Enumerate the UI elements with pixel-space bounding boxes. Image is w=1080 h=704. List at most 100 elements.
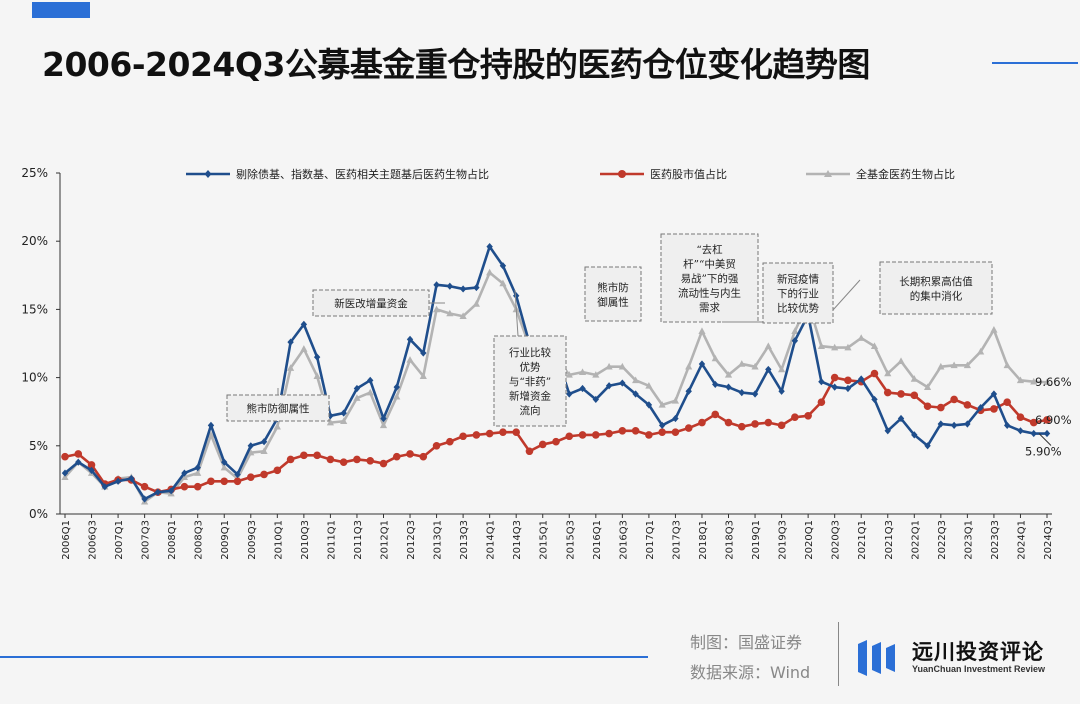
- data-point: [565, 371, 573, 378]
- data-point: [711, 410, 720, 419]
- data-point: [1017, 427, 1024, 435]
- legend-marker: [618, 170, 626, 178]
- data-point: [923, 383, 932, 390]
- data-point: [392, 452, 401, 461]
- data-point: [340, 417, 348, 425]
- data-point: [419, 372, 427, 380]
- data-point: [1029, 418, 1038, 427]
- x-tick-label: 2013Q1: [433, 520, 444, 560]
- data-point: [367, 376, 374, 384]
- x-tick-label: 2006Q1: [61, 520, 72, 560]
- data-point: [512, 292, 520, 300]
- data-point: [459, 285, 467, 293]
- annotation-line: 新增资金: [509, 390, 551, 403]
- x-tick-label: 2008Q3: [194, 520, 205, 560]
- legend-label: 剔除债基、指数基、医药相关主题基后医药生物占比: [236, 167, 489, 181]
- data-point: [870, 369, 879, 378]
- data-point: [393, 392, 401, 400]
- annotation-line: 御属性: [597, 295, 629, 308]
- data-point: [1030, 429, 1037, 438]
- data-point: [831, 383, 838, 391]
- data-point: [1016, 413, 1025, 421]
- annotation-line: 的集中消化: [910, 289, 963, 302]
- data-point: [300, 320, 308, 329]
- data-point: [485, 429, 494, 438]
- y-tick-label: 5%: [29, 439, 48, 453]
- x-tick-label: 2024Q1: [1016, 520, 1027, 560]
- data-point: [645, 431, 653, 439]
- data-point: [88, 466, 95, 474]
- data-point: [432, 442, 441, 450]
- data-point: [844, 376, 852, 385]
- data-point: [565, 432, 574, 441]
- x-tick-label: 2016Q3: [618, 520, 629, 560]
- data-point: [884, 427, 891, 435]
- data-point: [260, 447, 268, 455]
- x-tick-label: 2022Q3: [937, 520, 948, 560]
- x-tick-label: 2011Q3: [353, 520, 364, 560]
- data-point: [937, 403, 945, 412]
- data-point: [592, 431, 600, 439]
- data-point: [220, 463, 228, 471]
- data-point: [1030, 377, 1038, 385]
- data-point: [698, 418, 706, 427]
- data-point: [1043, 378, 1051, 386]
- data-point: [194, 469, 202, 476]
- x-tick-label: 2018Q1: [698, 520, 709, 560]
- data-point: [379, 421, 388, 429]
- data-point: [765, 365, 772, 374]
- annotation-line: 流动性与内生: [678, 287, 741, 300]
- data-point: [897, 414, 905, 423]
- annotation-text: 行业比较优势与“非药” 新增资金流向: [509, 346, 552, 417]
- data-point: [194, 464, 201, 472]
- data-point: [472, 431, 481, 439]
- data-point: [287, 338, 294, 346]
- annotation-line: 熊市防御属性: [247, 402, 310, 415]
- y-tick-label: 10%: [21, 371, 48, 385]
- end-label: 9.66%: [1035, 375, 1072, 389]
- legend-label: 全基金医药生物占比: [856, 167, 955, 181]
- data-point: [247, 448, 255, 456]
- data-point: [950, 421, 958, 429]
- data-point: [366, 388, 374, 396]
- data-point: [61, 452, 69, 461]
- legend-label: 医药股市值占比: [650, 167, 727, 181]
- data-point: [831, 343, 839, 351]
- data-point: [207, 431, 215, 438]
- data-point: [937, 420, 945, 428]
- data-point: [525, 447, 534, 456]
- data-point: [181, 469, 188, 477]
- data-point: [486, 243, 493, 251]
- x-tick-label: 2019Q3: [778, 520, 789, 560]
- data-point: [1016, 376, 1025, 384]
- data-point: [207, 477, 215, 486]
- credit-source: 数据来源：Wind: [690, 663, 811, 682]
- x-tick-label: 2009Q3: [247, 520, 258, 560]
- data-point: [578, 368, 587, 375]
- data-point: [751, 362, 759, 370]
- data-point: [1003, 421, 1011, 429]
- data-point: [897, 357, 905, 365]
- x-tick-label: 2017Q1: [645, 520, 656, 560]
- y-tick-label: 20%: [21, 234, 48, 248]
- x-tick-label: 2022Q1: [910, 520, 921, 560]
- page-title: 2006-2024Q3公募基金重仓持股的医药仓位变化趋势图: [42, 45, 870, 84]
- footer-divider: [838, 622, 839, 686]
- data-point: [300, 345, 308, 352]
- y-tick-label: 25%: [21, 166, 48, 180]
- data-point: [579, 384, 586, 393]
- data-point: [1003, 361, 1011, 369]
- x-tick-label: 2010Q1: [273, 520, 284, 560]
- data-point: [221, 458, 228, 466]
- data-point: [632, 376, 640, 384]
- data-point: [817, 342, 826, 350]
- data-point: [671, 396, 680, 404]
- data-point: [353, 394, 361, 401]
- data-point: [645, 401, 653, 409]
- annotation-line: 熊市防: [597, 281, 629, 294]
- x-tick-label: 2006Q3: [88, 520, 99, 560]
- x-tick-label: 2018Q3: [725, 520, 736, 560]
- accent-bar: [32, 2, 90, 18]
- data-point: [963, 361, 971, 369]
- data-point: [472, 300, 480, 307]
